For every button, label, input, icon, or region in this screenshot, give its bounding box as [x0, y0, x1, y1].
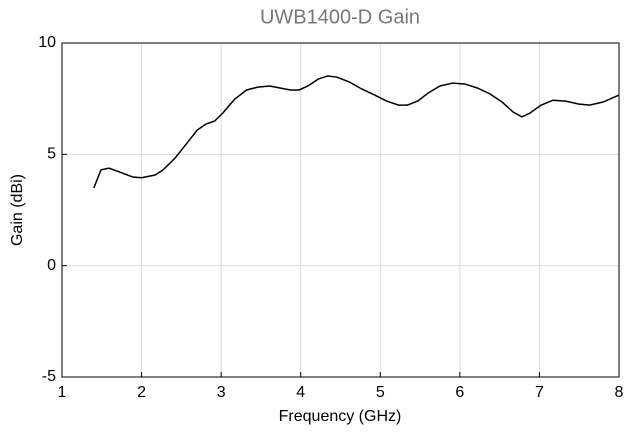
- y-axis-label: Gain (dBi): [9, 174, 26, 246]
- x-tick-label: 4: [296, 384, 305, 401]
- x-tick-label: 5: [376, 384, 385, 401]
- x-tick-label: 6: [455, 384, 464, 401]
- x-tick-label: 7: [535, 384, 544, 401]
- x-tick-label: 1: [58, 384, 67, 401]
- x-axis-label: Frequency (GHz): [279, 408, 402, 425]
- x-tick-label: 2: [137, 384, 146, 401]
- x-tick-label: 8: [615, 384, 624, 401]
- y-tick-label: 5: [47, 146, 56, 163]
- y-tick-label: -5: [42, 368, 56, 385]
- chart-title: UWB1400-D Gain: [260, 6, 420, 28]
- data-line: [93, 75, 620, 189]
- x-tick-label: 3: [217, 384, 226, 401]
- y-tick-label: 0: [47, 257, 56, 274]
- y-tick-label: 10: [38, 34, 56, 51]
- plot-frame: [61, 42, 620, 378]
